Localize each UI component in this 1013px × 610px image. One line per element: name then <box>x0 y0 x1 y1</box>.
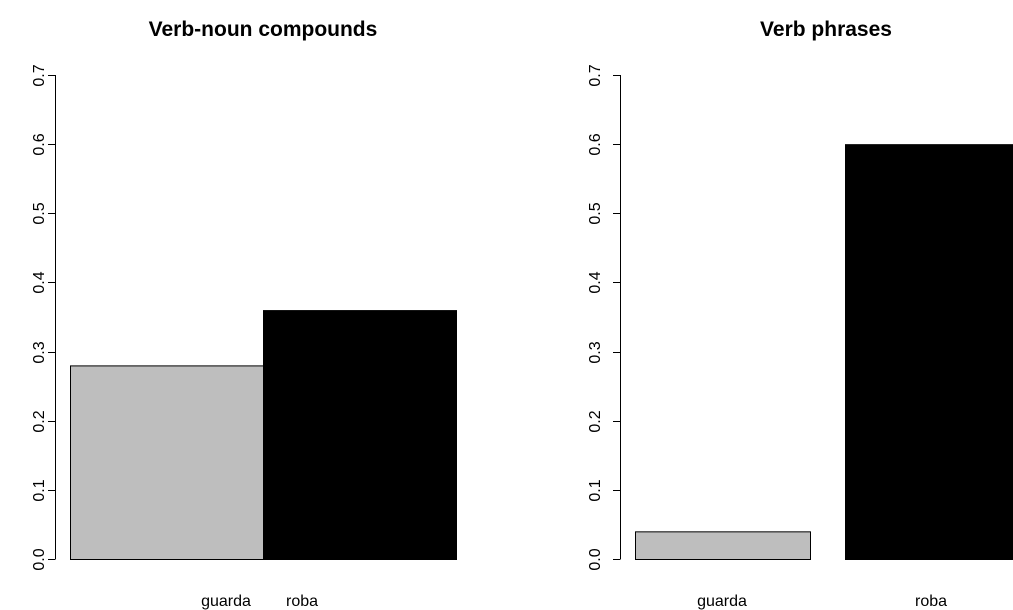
bar-roba <box>845 144 1013 560</box>
x-category-label: roba <box>915 593 947 610</box>
chart-title: Verb-noun compounds <box>149 18 378 41</box>
panel-verb-phrases: Verb phrases 0.0 0.1 0.2 0.3 0.4 0.5 0.6 0.7 gua… <box>587 18 1013 610</box>
y-tick-label: 0.7 <box>31 64 48 86</box>
y-tick-label: 0.7 <box>587 64 604 86</box>
x-category-label: roba <box>286 593 318 610</box>
y-tick-label: 0.6 <box>587 133 604 155</box>
y-tick-label: 0.0 <box>31 548 48 570</box>
y-tick-label: 0.2 <box>31 410 48 432</box>
y-tick-label: 0.1 <box>31 479 48 501</box>
x-category-label: guarda <box>697 593 747 610</box>
bar-roba <box>263 310 457 561</box>
chart-title: Verb phrases <box>760 18 892 41</box>
bar-guarda <box>70 365 264 560</box>
y-tick-label: 0.2 <box>587 410 604 432</box>
y-tick-label: 0.5 <box>587 202 604 224</box>
y-tick-label: 0.0 <box>587 548 604 570</box>
y-tick-label: 0.6 <box>31 133 48 155</box>
y-tick-label: 0.5 <box>31 202 48 224</box>
y-tick-label: 0.4 <box>587 271 604 293</box>
x-category-label: guarda <box>201 593 251 610</box>
y-tick-label: 0.3 <box>31 341 48 363</box>
y-tick-label: 0.1 <box>587 479 604 501</box>
panel-verb-noun-compounds: Verb-noun compounds 0.0 0.1 0.2 0.3 0.4 0.5 0.… <box>31 18 457 610</box>
y-tick-label: 0.3 <box>587 341 604 363</box>
bar-guarda <box>635 531 811 560</box>
y-tick-label: 0.4 <box>31 271 48 293</box>
